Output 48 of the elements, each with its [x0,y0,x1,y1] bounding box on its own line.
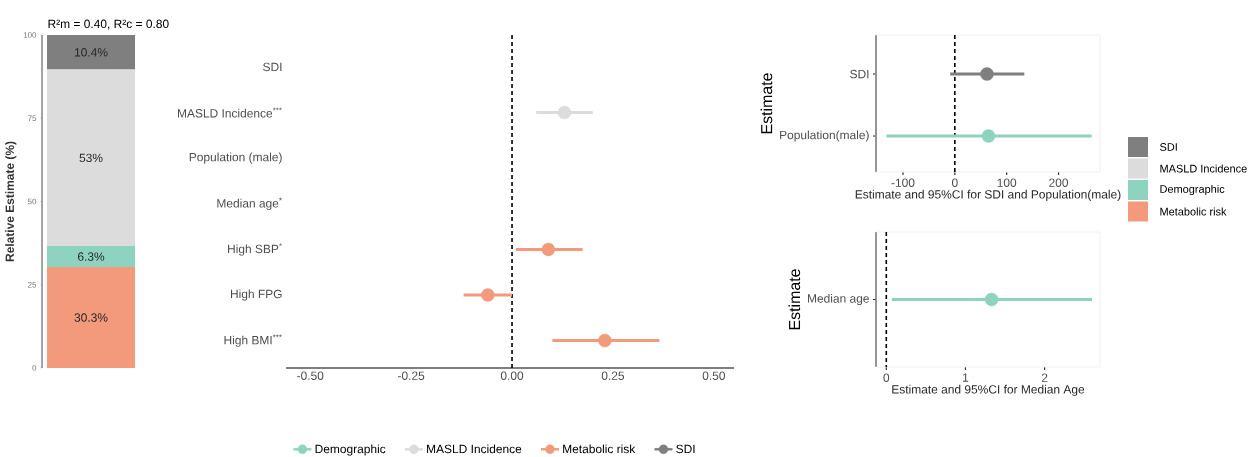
x-tick-label: 0.00 [500,371,524,380]
y-axis-title: Estimate [760,73,773,134]
y-axis-title: Relative Estimate (%) [5,141,17,262]
legend-label: Demographic [1160,184,1225,196]
point [481,288,495,302]
legend-label: MASLD Incidence [427,444,522,454]
y-tick-label: High BMI$^{***}$ [224,334,282,347]
y-axis-title: Estimate [788,269,801,330]
bar [47,69,136,247]
data-label: 53% [79,153,103,163]
legend-label: Metabolic risk [563,444,636,454]
legend-label: SDI [1160,143,1177,151]
x-tick-label: 0.50 [702,371,726,380]
x-tick-label: -100 [891,178,915,187]
x-tick-label: -0.50 [297,371,324,380]
data-label: 6.3% [78,252,105,261]
bar [47,34,136,70]
y-tick-label: High SBP$^{*}$ [228,243,282,256]
x-tick-label: 200 [1049,178,1069,187]
y-tick-label: High FPG [230,289,282,301]
legend-label: MASLD Incidence [1160,164,1247,173]
y-tick-label: Median age$^{*}$ [217,197,282,210]
legend-label: SDI [676,444,695,454]
legend-label: Demographic [315,444,386,456]
y-tick-label: Median age [808,293,869,306]
x-tick-label: 1 [963,373,969,382]
x-axis-title: Estimate and 95%CI for Median Age [892,384,1085,396]
point [541,242,556,257]
x-tick-label: 0.25 [601,371,625,380]
y-tick-label: MASLD Incidence$^{***}$ [177,107,282,118]
point [598,333,612,348]
bar [47,246,136,268]
point [557,105,572,120]
y-tick-label: Population (male) [189,152,282,164]
x-tick-label: 2 [1041,373,1048,382]
y-tick-label: Population(male) [780,130,869,142]
data-label: 30.3% [74,313,108,322]
x-axis-title: Estimate and 95%CI for SDI and Population(male) [855,189,1121,201]
x-tick-label: 100 [997,178,1017,187]
y-tick-label: SDI [263,62,282,72]
x-tick-label: -0.25 [398,371,425,380]
chart-title: R²m = 0.40, R²c = 0.80 [48,19,169,30]
legend-label: Metabolic risk [1160,207,1227,216]
x-tick-label: 0 [883,373,890,382]
data-label: 10.4% [74,48,108,57]
bar [47,267,136,368]
y-tick-label: SDI [850,69,869,79]
x-tick-label: 0 [951,178,958,187]
